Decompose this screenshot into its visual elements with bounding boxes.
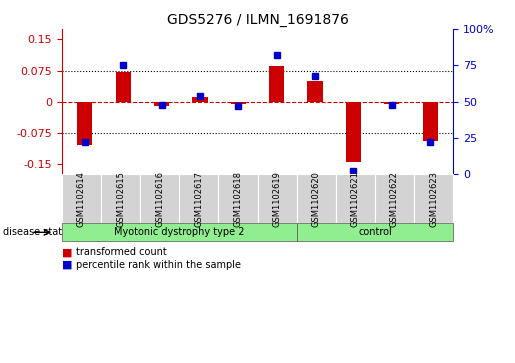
Bar: [77, 102, 93, 145]
Text: GSM1102618: GSM1102618: [233, 171, 243, 227]
Text: transformed count: transformed count: [76, 247, 167, 257]
Text: GSM1102622: GSM1102622: [390, 171, 399, 227]
Text: disease state: disease state: [3, 227, 67, 237]
Text: GSM1102623: GSM1102623: [429, 171, 438, 227]
Text: GSM1102619: GSM1102619: [272, 171, 282, 227]
Text: GSM1102620: GSM1102620: [312, 171, 321, 227]
Bar: [346, 102, 361, 162]
Text: GSM1102614: GSM1102614: [77, 171, 86, 227]
Bar: [231, 102, 246, 104]
Text: ■: ■: [62, 247, 72, 257]
Text: control: control: [358, 227, 392, 237]
Text: GSM1102621: GSM1102621: [351, 171, 360, 227]
Bar: [269, 66, 284, 102]
Bar: [115, 72, 131, 102]
Text: GSM1102616: GSM1102616: [155, 171, 164, 227]
Text: GSM1102617: GSM1102617: [194, 171, 203, 227]
Bar: [192, 98, 208, 102]
Text: GSM1102615: GSM1102615: [116, 171, 125, 227]
Title: GDS5276 / ILMN_1691876: GDS5276 / ILMN_1691876: [166, 13, 349, 26]
Text: ■: ■: [62, 260, 72, 270]
Text: percentile rank within the sample: percentile rank within the sample: [76, 260, 241, 270]
Bar: [422, 102, 438, 141]
Bar: [384, 102, 400, 104]
Bar: [154, 102, 169, 106]
Bar: [307, 81, 323, 102]
Text: Myotonic dystrophy type 2: Myotonic dystrophy type 2: [114, 227, 245, 237]
